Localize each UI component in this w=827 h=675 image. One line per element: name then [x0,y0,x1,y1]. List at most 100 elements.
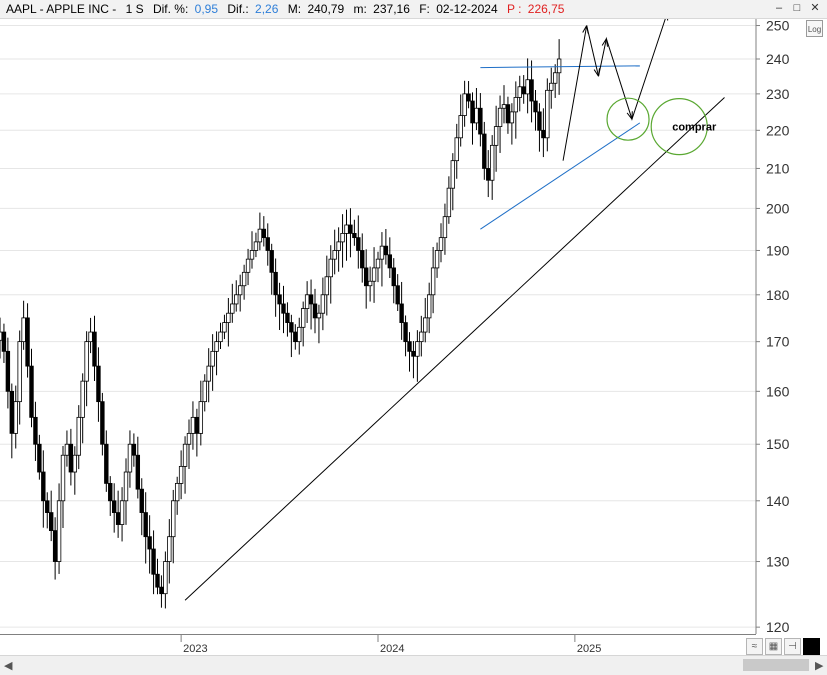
scroll-right-icon[interactable]: ▶ [815,660,824,672]
horizontal-scrollbar[interactable]: ◀ ▶ [0,655,827,675]
candle-body [143,512,148,538]
candle-body [336,241,341,251]
log-scale-button[interactable]: Log [806,20,823,37]
candle-body [29,365,34,418]
candle-body [135,454,141,490]
candle-body [127,443,133,473]
interval-label: 1 S [125,2,144,16]
candle-body [482,133,487,169]
candle-body [387,254,393,269]
candle-body [68,443,74,473]
candle-body [92,331,97,367]
candle-body [230,303,235,314]
candle-body [186,432,192,445]
pin-icon[interactable]: ⊣ [784,638,801,655]
candle-body [509,111,515,124]
projection-arrowhead [626,111,633,120]
color-swatch-icon[interactable] [803,638,820,655]
chart-tools: ≈ ▦ ⊣ [746,638,820,655]
candle-body [375,258,381,269]
close-icon[interactable]: ✕ [810,2,820,14]
candle-body [371,267,377,282]
resistance-line [480,65,640,69]
dif-value: 2,26 [255,2,279,16]
y-tick-label: 150 [766,436,790,452]
buy-zone-label: comprar [672,122,717,134]
save-icon[interactable]: ▦ [765,638,782,655]
candle-body [470,100,475,124]
candle-body [265,237,270,251]
minimize-icon[interactable]: – [775,2,783,14]
candle-body [52,530,58,562]
candle-body [415,341,420,357]
time-axis: 2023 2024 2025 [180,634,601,655]
candle-body [529,79,534,102]
projection-arrowhead [582,25,589,34]
candle-body [308,294,314,305]
candle-body [241,271,247,287]
candle-body [206,365,211,382]
candle-body [171,500,176,538]
candle-body [190,416,196,434]
candle-body [60,454,66,502]
candle-body [438,237,444,251]
y-tick-label: 180 [766,287,790,303]
candle-body [100,401,105,445]
candle-body [84,341,89,382]
candle-body [13,401,18,434]
candle-body [80,380,85,418]
x-tick-label: 2023 [183,643,207,655]
candle-body [328,258,333,278]
candle-body [525,79,530,95]
scroll-left-icon[interactable]: ◀ [4,660,13,672]
candle-body [497,107,503,127]
scroll-thumb[interactable] [743,659,809,671]
candle-body [344,224,349,234]
candle-body [348,224,353,234]
trendline-black [184,97,725,601]
candle-body [474,107,479,124]
y-tick-label: 170 [766,334,790,350]
candle-body [226,312,231,323]
candle-body [458,115,463,139]
candle-body [72,454,78,473]
candle-body [76,416,81,456]
candle-body [446,187,452,218]
candle-body [434,250,440,269]
candle-body [218,331,223,343]
symbol-label: AAPL - APPLE INC - [6,2,117,16]
chart-annotations: comprar [184,12,725,601]
candle-body [430,267,436,296]
candle-body [273,271,278,296]
candle-body [257,228,263,243]
candle-body [454,137,459,162]
line-chart-icon[interactable]: ≈ [746,638,763,655]
candle-body [541,129,546,139]
y-tick-label: 120 [766,619,790,635]
candle-body [45,500,50,513]
candle-body [21,317,26,343]
price-value: 226,75 [527,2,565,16]
candle-body [281,303,286,314]
candle-body [119,500,125,525]
candle-body [5,350,11,392]
candle-body [486,168,491,181]
candle-body [210,350,215,367]
candle-body [289,322,294,333]
candle-body [167,536,172,562]
maximize-icon[interactable]: □ [793,2,801,14]
candle-body [304,294,310,309]
y-tick-label: 210 [766,160,790,176]
candle-body [367,280,373,287]
candle-body [442,216,448,239]
candle-body [41,471,46,502]
candle-body [222,322,227,333]
max-value: 240,79 [307,2,345,16]
candle-body [407,341,412,352]
candle-body [379,245,385,260]
candle-body [151,548,156,575]
candle-body [155,573,160,588]
chart-grid [0,25,756,628]
candle-body [450,160,456,189]
